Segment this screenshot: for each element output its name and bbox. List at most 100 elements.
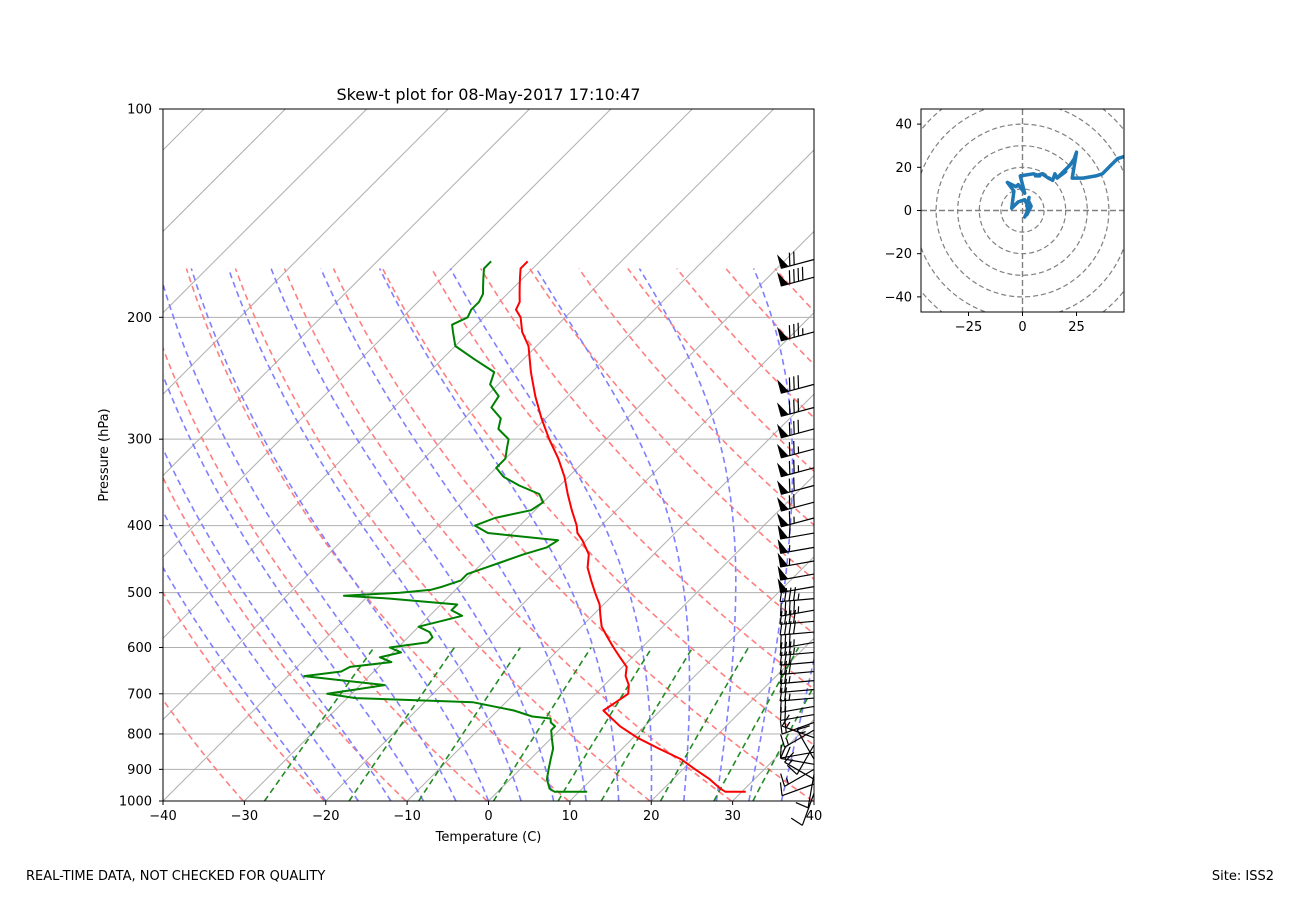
wind-barb xyxy=(777,459,815,478)
temperature-profile xyxy=(515,260,746,793)
wind-barb xyxy=(777,398,815,417)
wind-barb xyxy=(779,633,815,649)
skewt-frame xyxy=(162,108,815,802)
wind-barb xyxy=(777,578,815,594)
site-label: Site: ISS2 xyxy=(1211,869,1274,884)
isotherm-line xyxy=(244,230,814,801)
moist-adiabat xyxy=(163,565,327,801)
dry-adiabat xyxy=(922,269,1300,802)
y-tick-label: 100 xyxy=(127,103,152,118)
y-tick-label: 400 xyxy=(127,519,152,534)
isotherm-line xyxy=(569,556,814,801)
y-axis-label: Pressure (hPa) xyxy=(97,408,112,501)
moist-adiabat xyxy=(535,268,691,801)
moist-adiabat xyxy=(163,281,457,801)
wind-barb xyxy=(777,251,815,269)
isotherm-line xyxy=(163,109,612,558)
wind-barb xyxy=(777,375,815,394)
isotherm-line xyxy=(488,474,814,801)
hodograph-ticks: −25 0 25 −40 −20 0 20 40 xyxy=(885,118,1085,335)
isotherm-line xyxy=(406,393,814,801)
moist-adiabat xyxy=(748,268,794,801)
x-tick-label: −30 xyxy=(231,809,258,824)
isotherm-line xyxy=(163,109,449,395)
wind-barb xyxy=(780,729,815,748)
wind-barb xyxy=(777,552,815,568)
dry-adiabat xyxy=(163,345,488,801)
x-tick-label: 20 xyxy=(643,809,660,824)
wind-barbs xyxy=(777,251,815,826)
wind-barb xyxy=(777,266,815,287)
wind-barb xyxy=(779,651,815,666)
dry-adiabat xyxy=(676,267,814,419)
moist-adiabat xyxy=(449,268,653,801)
mixing-ratio-line xyxy=(263,647,375,801)
dry-adiabat xyxy=(578,268,814,527)
pressure-grid xyxy=(163,108,814,802)
mixing-ratio-line xyxy=(659,647,750,801)
mixing-ratio-line xyxy=(492,647,592,801)
isotherm-line xyxy=(163,109,693,639)
y-tick-label: 1000 xyxy=(119,795,152,810)
moist-adiabat xyxy=(638,268,737,801)
hodograph-x-tick-label: −25 xyxy=(955,320,982,335)
x-tick-label: 0 xyxy=(484,809,492,824)
dry-adiabat xyxy=(332,268,814,801)
hodograph-y-tick-label: 20 xyxy=(895,161,912,176)
moist-adiabat xyxy=(190,268,490,801)
mixing-ratio-line xyxy=(418,647,521,801)
isotherm-line xyxy=(163,109,774,721)
dry-adiabat xyxy=(163,591,326,801)
dry-adiabat xyxy=(529,268,814,581)
x-tick-label: 30 xyxy=(724,809,741,824)
hodograph-x-tick-label: 25 xyxy=(1068,320,1085,335)
isotherm-line xyxy=(163,109,530,477)
quality-disclaimer: REAL-TIME DATA, NOT CHECKED FOR QUALITY xyxy=(26,869,326,884)
hodograph-plot: −25 0 25 −40 −20 0 20 40 xyxy=(885,108,1125,335)
wind-barb xyxy=(779,678,815,694)
wind-barb xyxy=(779,660,815,676)
hodograph-y-tick-label: 40 xyxy=(895,118,912,133)
wind-barb xyxy=(777,477,815,495)
mixing-ratio-lines xyxy=(263,647,814,801)
dry-adiabat xyxy=(381,268,814,747)
x-tick-label: −20 xyxy=(312,809,339,824)
wind-barb xyxy=(781,714,815,739)
dry-adiabat xyxy=(774,267,814,313)
dry-adiabat xyxy=(430,268,814,691)
wind-barb xyxy=(779,641,815,657)
dry-adiabat xyxy=(824,269,1300,802)
moist-adiabat-lines xyxy=(163,268,814,801)
wind-barb xyxy=(777,440,815,459)
dry-adiabat xyxy=(480,268,814,635)
y-tick-label: 700 xyxy=(127,687,152,702)
wind-barb xyxy=(777,322,815,342)
isotherm-line xyxy=(325,312,814,801)
wind-barb xyxy=(779,669,815,685)
wind-barb xyxy=(777,565,815,581)
dry-adiabat xyxy=(971,269,1300,802)
dewpoint-profile xyxy=(303,260,588,793)
hodograph-y-tick-label: −40 xyxy=(885,290,912,305)
dry-adiabat xyxy=(163,476,407,801)
isotherm-line xyxy=(650,637,814,801)
wind-barb xyxy=(777,511,815,528)
isotherm-line xyxy=(732,718,814,801)
hodograph-y-tick-label: −20 xyxy=(885,247,912,262)
y-tick-label: 200 xyxy=(127,311,152,326)
mixing-ratio-line xyxy=(348,647,456,801)
isotherm-lines xyxy=(163,109,814,801)
moist-adiabat xyxy=(163,446,392,801)
chart-title: Skew-t plot for 08-May-2017 17:10:47 xyxy=(336,85,640,104)
hodograph-line xyxy=(1005,150,1124,219)
x-axis-label: Temperature (C) xyxy=(435,830,542,845)
wind-barb xyxy=(777,419,815,439)
isotherm-line xyxy=(163,109,368,314)
isotherm-line xyxy=(163,109,286,233)
hodograph-x-tick-label: 0 xyxy=(1018,320,1026,335)
dry-adiabat xyxy=(185,268,570,801)
hodograph-ring xyxy=(935,123,1110,298)
y-tick-label: 600 xyxy=(127,641,152,656)
wind-barb xyxy=(777,524,815,540)
